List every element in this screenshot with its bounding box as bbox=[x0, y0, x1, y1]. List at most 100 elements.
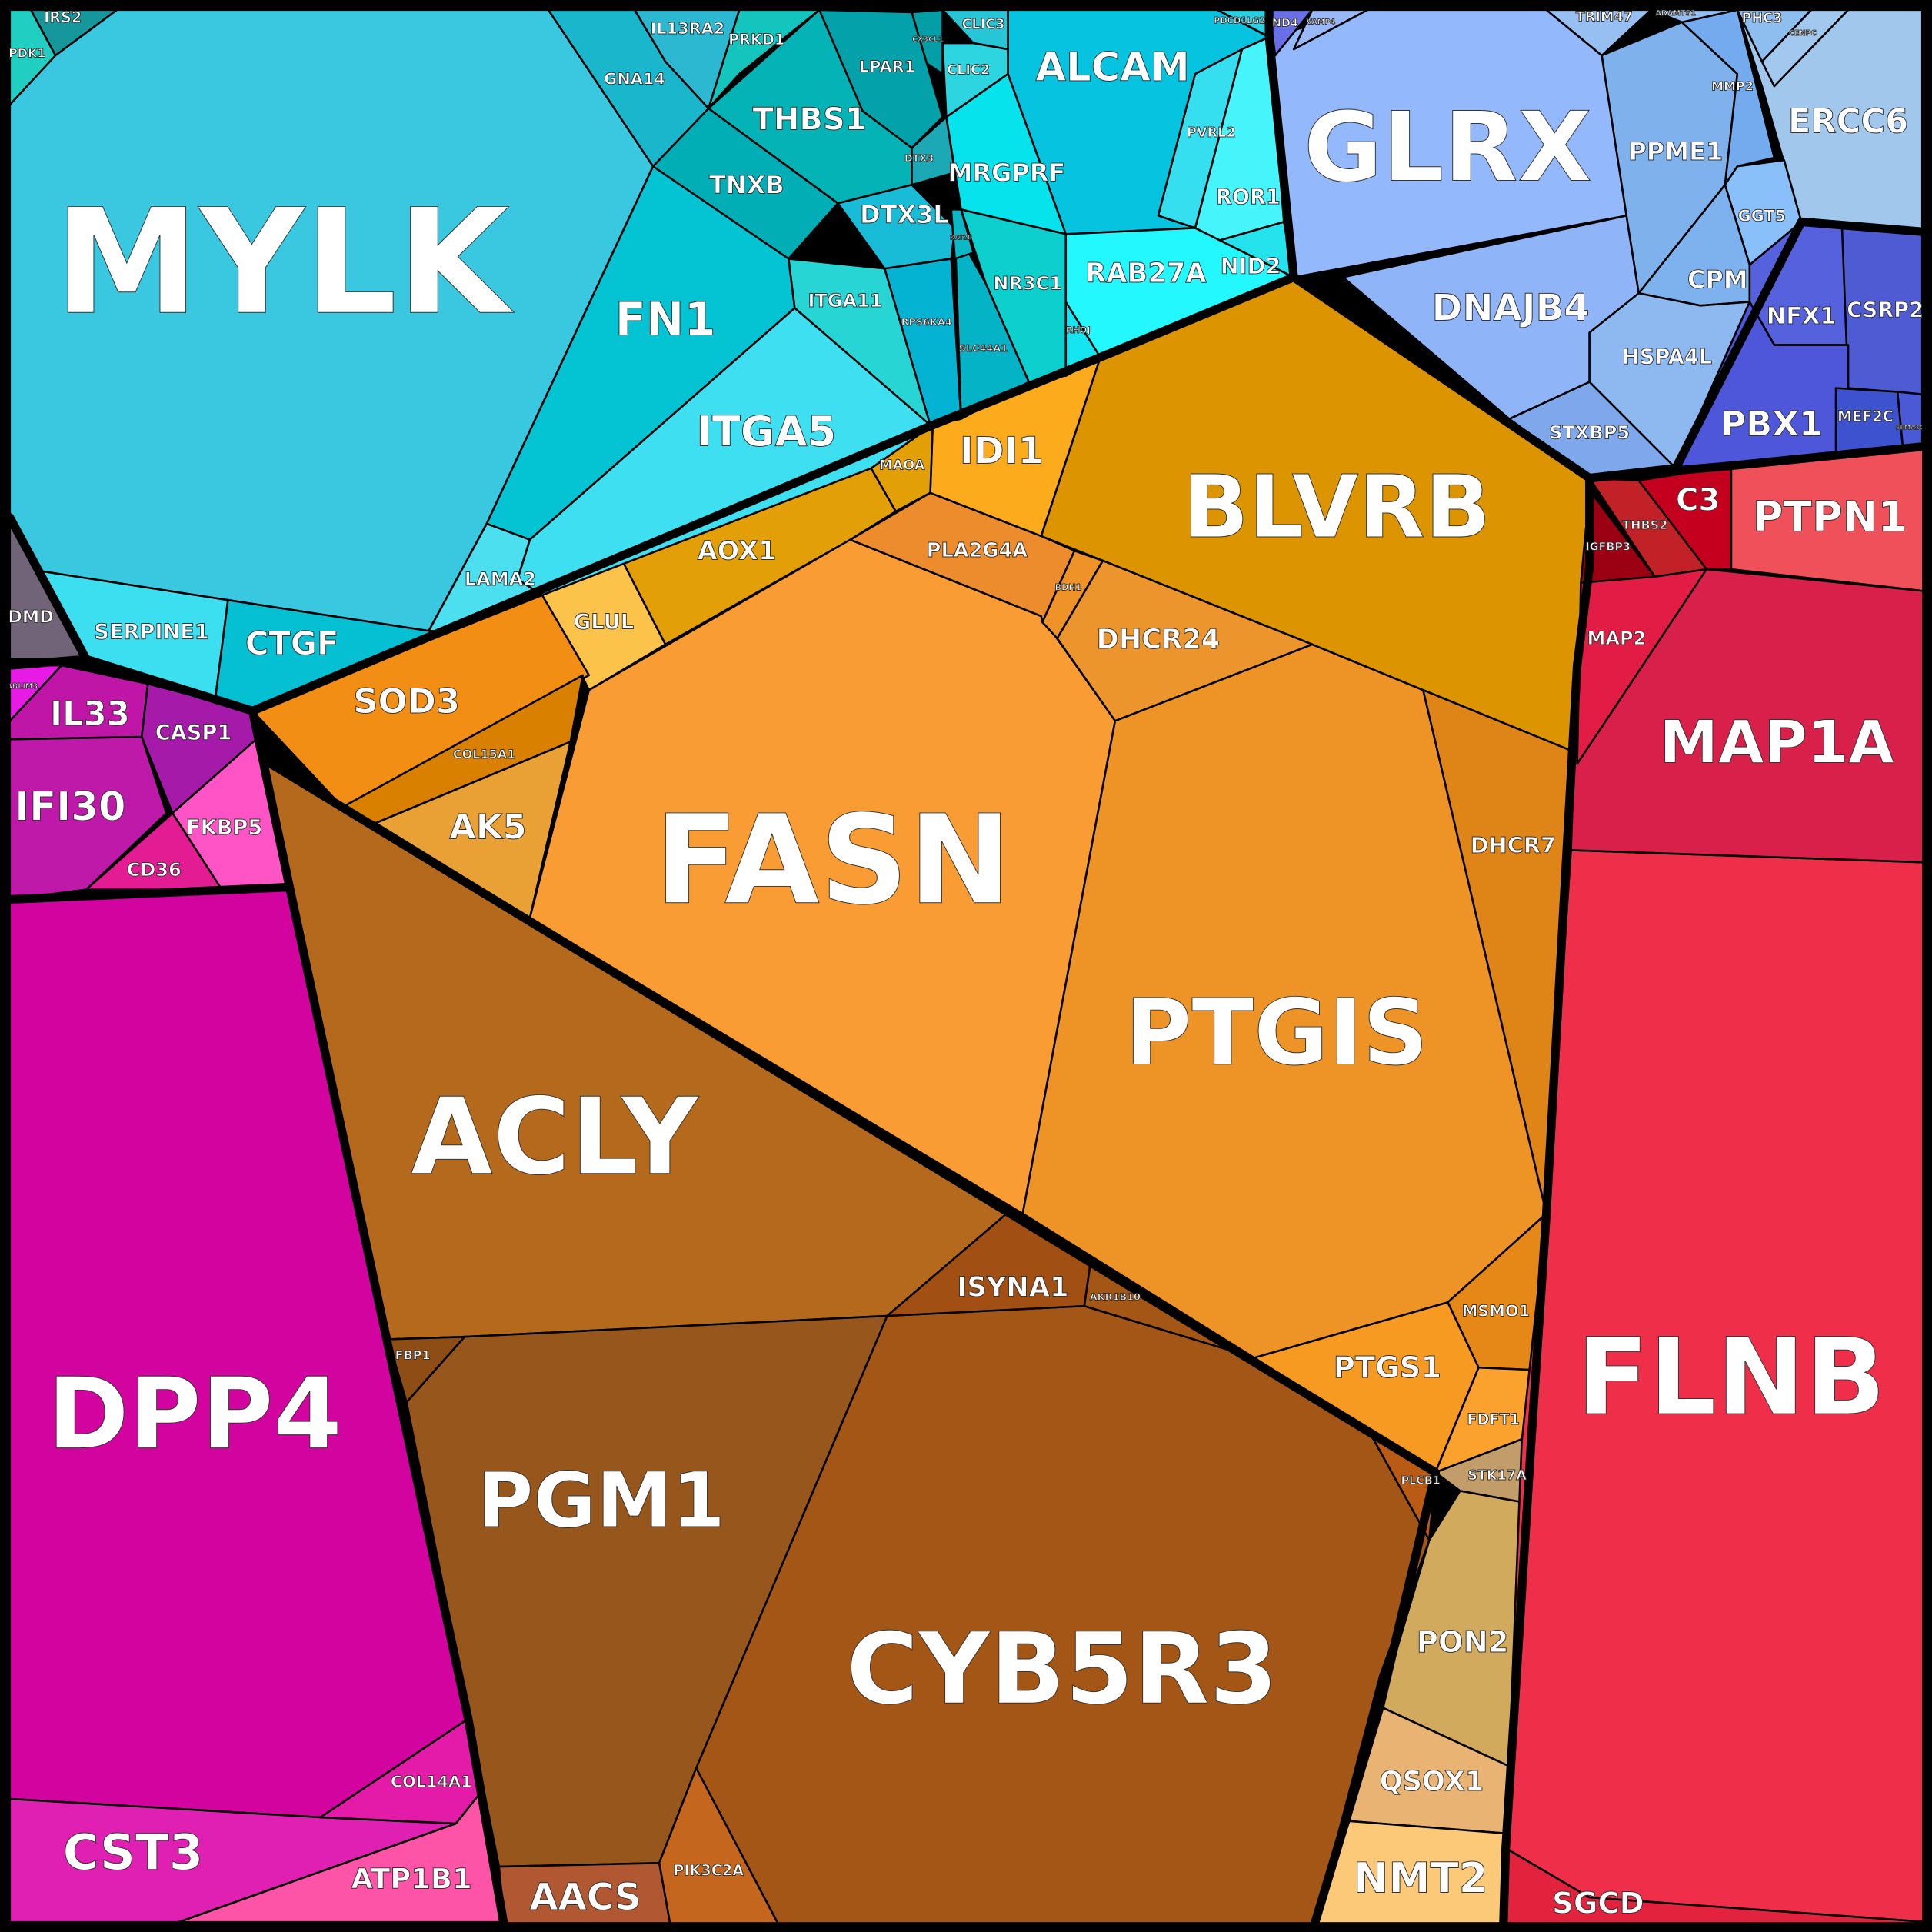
cell-bdh1 bbox=[1041, 549, 1104, 640]
cell-pik3c2a bbox=[658, 1767, 784, 1932]
cell-label-rps6ka4: RPS6KA4 bbox=[901, 317, 952, 328]
cell-label-nmt2: NMT2 bbox=[1354, 1854, 1488, 1903]
cell-label-pbx1: PBX1 bbox=[1720, 404, 1823, 445]
cell-label-ptpn1: PTPN1 bbox=[1753, 491, 1907, 541]
cell-label-map1a: MAP1A bbox=[1659, 709, 1894, 778]
cell-label-plcb1: PLCB1 bbox=[1401, 1475, 1440, 1487]
labels-layer: FASN PTGIS BLVRB DHCR7 DHCR24 PLA2G4A BDH1 AOX1… bbox=[6, 8, 1924, 1921]
cell-label-mef2c: MEF2C bbox=[1837, 408, 1894, 425]
cell-label-ifi30: IFI30 bbox=[15, 784, 125, 830]
cell-label-cpm: CPM bbox=[1687, 265, 1748, 295]
group-border-1 bbox=[248, 272, 1298, 715]
cell-label-trim47: TRIM47 bbox=[1576, 9, 1633, 25]
cell-lpar1 bbox=[818, 8, 944, 149]
cell-label-ppme1: PPME1 bbox=[1628, 137, 1723, 166]
cell-label-maoa: MAOA bbox=[879, 458, 925, 474]
cell-label-fasn: FASN bbox=[655, 788, 1011, 932]
cell-label-cd36: CD36 bbox=[127, 859, 182, 881]
cell-thbs2 bbox=[1588, 477, 1708, 578]
cell-label-hspa4l: HSPA4L bbox=[1622, 345, 1712, 369]
cell-label-csrp2: CSRP2 bbox=[1847, 298, 1924, 322]
cell-label-thbs1: THBS1 bbox=[753, 102, 867, 137]
cell-label-gna14: GNA14 bbox=[604, 70, 665, 88]
cell-label-tnxb: TNXB bbox=[709, 170, 784, 199]
cell-igfbp3 bbox=[1580, 489, 1656, 585]
cell-label-c3: C3 bbox=[1676, 482, 1720, 518]
cell-label-fdft1: FDFT1 bbox=[1467, 1411, 1520, 1428]
cell-label-pik3c2a: PIK3C2A bbox=[673, 1861, 744, 1879]
cell-label-rab27a: RAB27A bbox=[1085, 258, 1207, 289]
cell-label-ak5: AK5 bbox=[449, 806, 527, 847]
group-border-7 bbox=[5, 513, 510, 1932]
cell-label-pon2: PON2 bbox=[1417, 1625, 1509, 1660]
cell-label-glul: GLUL bbox=[574, 611, 634, 635]
cell-label-cst3: CST3 bbox=[63, 1824, 204, 1881]
cell-label-cx3cl1: CX3CL1 bbox=[912, 35, 944, 44]
cell-label-mrgprf: MRGPRF bbox=[948, 158, 1065, 187]
cell-label-igfbp3: IGFBP3 bbox=[1585, 541, 1631, 553]
cell-label-ptgis: PTGIS bbox=[1124, 980, 1428, 1086]
cell-label-ablim3: ABLIM3 bbox=[6, 682, 38, 691]
cell-label-nfx1: NFX1 bbox=[1767, 303, 1837, 330]
group-border-10 bbox=[1585, 441, 1932, 483]
cell-label-clic2: CLIC2 bbox=[947, 62, 990, 78]
cell-label-adamts1: ADAMTS1 bbox=[1655, 9, 1696, 18]
cell-label-il13ra2: IL13RA2 bbox=[651, 19, 725, 38]
cell-label-dhcr7: DHCR7 bbox=[1471, 832, 1556, 858]
group-border-8 bbox=[5, 655, 91, 670]
cell-label-qsox1: QSOX1 bbox=[1380, 1766, 1484, 1797]
cell-label-prkd1: PRKD1 bbox=[728, 31, 784, 48]
cell-label-fn1: FN1 bbox=[615, 292, 715, 345]
cell-label-alcam: ALCAM bbox=[1035, 45, 1190, 91]
cell-dtx3 bbox=[911, 115, 956, 186]
cell-label-dtx3: DTX3 bbox=[904, 153, 934, 165]
cell-label-lpar1: LPAR1 bbox=[859, 58, 915, 76]
cell-label-map2: MAP2 bbox=[1587, 628, 1646, 649]
cell-label-isyna1: ISYNA1 bbox=[957, 1272, 1068, 1304]
cell-label-casp1: CASP1 bbox=[155, 721, 232, 745]
cell-label-ercc6: ERCC6 bbox=[1788, 103, 1908, 142]
cell-label-phc3: PHC3 bbox=[1742, 11, 1783, 26]
cell-label-idi1: IDI1 bbox=[960, 429, 1044, 472]
cell-label-lama2: LAMA2 bbox=[465, 568, 536, 590]
cell-label-flnb: FLNB bbox=[1577, 1316, 1886, 1439]
cell-label-ptgs1: PTGS1 bbox=[1334, 1351, 1441, 1385]
cell-label-cyb5r3: CYB5R3 bbox=[846, 1612, 1278, 1727]
cell-label-thbs2: THBS2 bbox=[1622, 518, 1667, 532]
cells-layer bbox=[8, 8, 1930, 1932]
cell-label-serpine1: SERPINE1 bbox=[94, 620, 209, 644]
cell-label-rhoj: RHOJ bbox=[1066, 325, 1091, 335]
cell-label-irs2: IRS2 bbox=[44, 8, 82, 26]
cell-label-mylk: MYLK bbox=[55, 178, 515, 347]
cell-label-mmp2: MMP2 bbox=[1711, 79, 1754, 94]
cell-label-ggt5: GGT5 bbox=[1738, 206, 1786, 225]
cell-label-cenpc: CENPC bbox=[1789, 29, 1817, 38]
cell-label-aacs: AACS bbox=[529, 1876, 641, 1919]
cell-label-fkbp5: FKBP5 bbox=[186, 816, 262, 840]
cell-label-sema3c: SEMA3C bbox=[1896, 424, 1924, 431]
cell-label-il33: IL33 bbox=[50, 695, 130, 734]
cell-label-slc44a1: SLC44A1 bbox=[959, 343, 1008, 355]
cell-label-aox1: AOX1 bbox=[698, 536, 777, 566]
group-border-9 bbox=[5, 882, 295, 904]
cell-label-pgm1: PGM1 bbox=[478, 1457, 725, 1545]
cell-label-nd4: ND4 bbox=[1272, 17, 1298, 29]
cell-label-glrx: GLRX bbox=[1304, 92, 1592, 204]
cell-label-msmo1: MSMO1 bbox=[1462, 1302, 1531, 1321]
cell-label-pdcd1lg2: PDCD1LG2 bbox=[1214, 16, 1265, 26]
group-borders bbox=[5, 5, 1932, 1932]
cell-label-pvrl2: PVRL2 bbox=[1187, 125, 1236, 141]
cell-pvrl2 bbox=[1157, 48, 1244, 229]
cell-label-nid2: NID2 bbox=[1221, 253, 1281, 279]
cell-label-akr1b10: AKR1B10 bbox=[1090, 1291, 1141, 1303]
group-border-3 bbox=[1264, 5, 1298, 282]
group-border-2 bbox=[260, 755, 1440, 1477]
cell-label-dmd: DMD bbox=[8, 608, 54, 628]
cell-kat2b bbox=[950, 208, 974, 260]
cell-label-sgcd: SGCD bbox=[1552, 1887, 1644, 1921]
cell-label-col15a1: COL15A1 bbox=[453, 747, 515, 761]
cell-label-dpp4: DPP4 bbox=[47, 1357, 341, 1472]
cell-label-stxbp5: STXBP5 bbox=[1549, 421, 1630, 443]
cell-label-pdk1: PDK1 bbox=[8, 45, 46, 60]
